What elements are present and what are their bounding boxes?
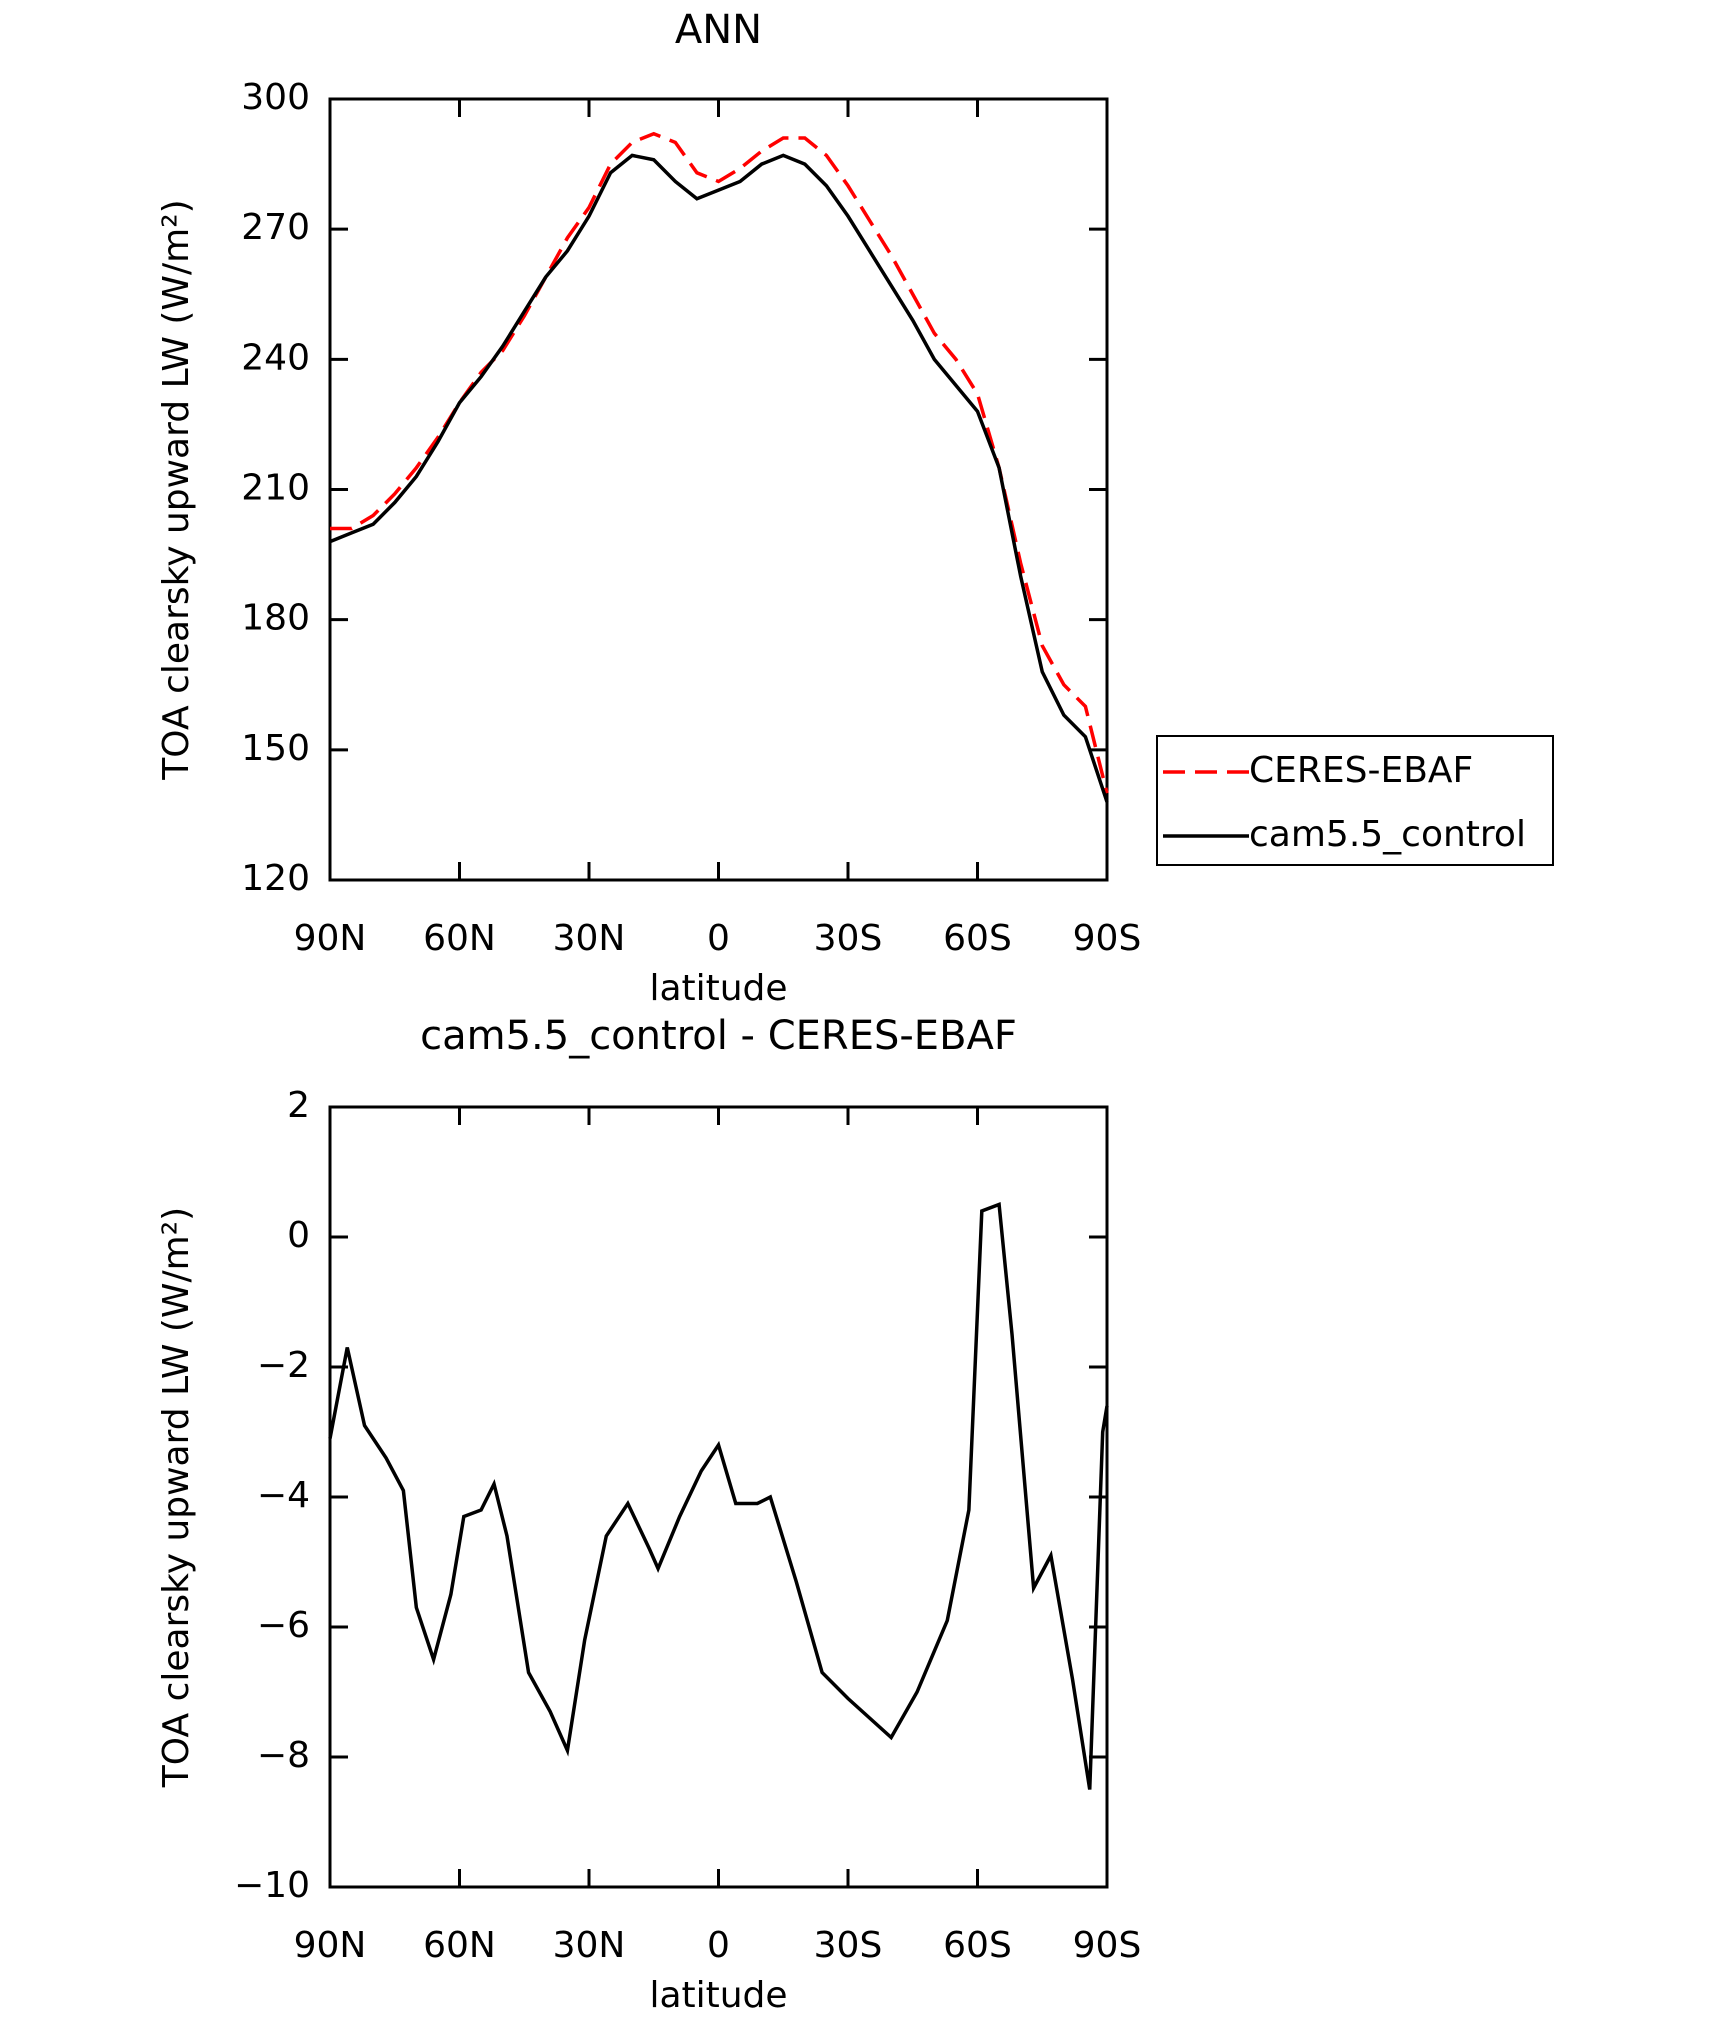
y-axis-label: TOA clearsky upward LW (W/m²) <box>156 199 197 780</box>
y-tick-label: −10 <box>234 1865 310 1906</box>
chart-title: ANN <box>675 7 762 53</box>
y-tick-label: −6 <box>257 1605 310 1646</box>
y-tick-label: 300 <box>241 77 310 118</box>
legend-box <box>1156 735 1554 866</box>
x-tick-label: 60N <box>423 918 496 959</box>
line-series <box>329 153 1109 803</box>
plot-frame <box>328 1105 1109 1889</box>
y-tick-label: 2 <box>287 1085 310 1126</box>
y-tick-label: 210 <box>241 468 310 509</box>
line-series <box>328 1202 1109 1790</box>
y-tick-label: 240 <box>241 337 310 378</box>
y-tick-label: 180 <box>241 598 310 639</box>
x-tick-label: 30S <box>814 918 883 959</box>
y-tick-label: −4 <box>257 1475 310 1516</box>
x-tick-label: 0 <box>707 1925 730 1966</box>
x-tick-label: 90S <box>1073 918 1142 959</box>
x-tick-label: 90N <box>294 1925 367 1966</box>
x-tick-label: 30N <box>553 1925 626 1966</box>
x-tick-label: 90N <box>294 918 367 959</box>
x-tick-label: 60S <box>943 918 1012 959</box>
x-tick-label: 30S <box>814 1925 883 1966</box>
y-tick-label: 150 <box>241 728 310 769</box>
y-tick-label: −2 <box>257 1345 310 1386</box>
x-tick-label: 30N <box>553 918 626 959</box>
y-axis-label: TOA clearsky upward LW (W/m²) <box>156 1207 197 1788</box>
x-tick-label: 90S <box>1073 1925 1142 1966</box>
y-tick-label: 0 <box>287 1215 310 1256</box>
x-tick-label: 60N <box>423 1925 496 1966</box>
plot-frame <box>328 97 1109 882</box>
x-tick-label: 0 <box>707 918 730 959</box>
line-series <box>330 131 1109 794</box>
y-tick-label: 120 <box>241 858 310 899</box>
x-axis-label: latitude <box>649 1975 787 2016</box>
y-tick-label: −8 <box>257 1735 310 1776</box>
x-axis-label: latitude <box>649 968 787 1009</box>
legend-label: CERES-EBAF <box>1249 750 1473 791</box>
x-tick-label: 60S <box>943 1925 1012 1966</box>
y-tick-label: 270 <box>241 207 310 248</box>
chart-title: cam5.5_control - CERES-EBAF <box>420 1013 1017 1059</box>
legend-label: cam5.5_control <box>1249 814 1526 855</box>
